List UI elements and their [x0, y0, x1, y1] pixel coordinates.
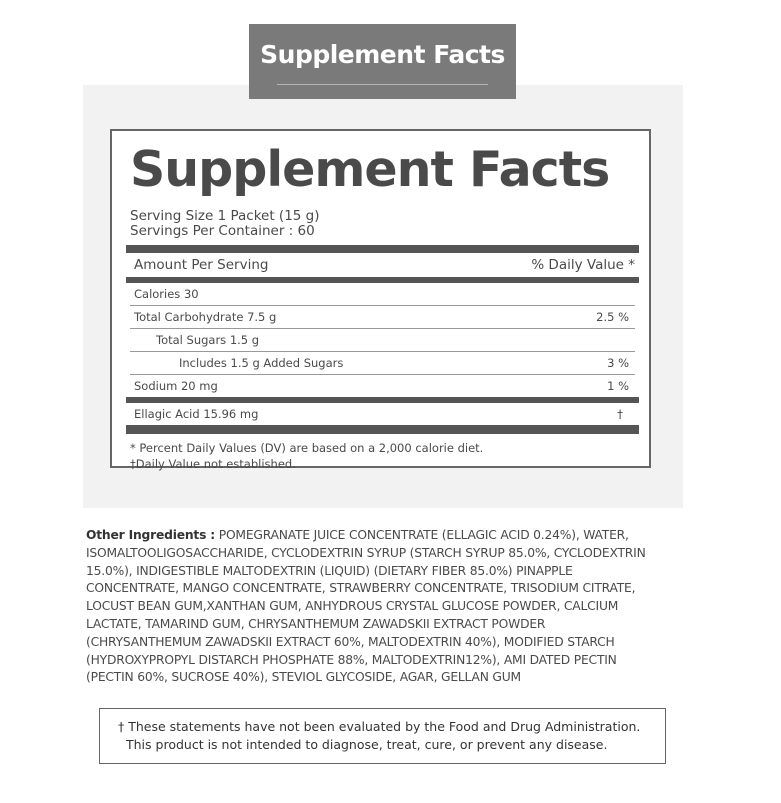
serving-size: Serving Size 1 Packet (15 g)	[130, 208, 320, 224]
daily-value-header: % Daily Value *	[531, 257, 635, 273]
divider	[126, 277, 639, 283]
header-title: Supplement Facts	[260, 40, 505, 69]
header-banner: Supplement Facts	[249, 24, 516, 99]
nutrient-row: Total Sugars 1.5 g	[130, 329, 635, 352]
divider	[126, 245, 639, 253]
disclaimer-line: This product is not intended to diagnose…	[126, 737, 608, 752]
divider	[126, 425, 639, 434]
nutrient-row: Includes 1.5 g Added Sugars 3 %	[130, 352, 635, 375]
disclaimer-line: † These statements have not been evaluat…	[118, 719, 641, 734]
supplement-facts-label: Supplement Facts Serving Size 1 Packet (…	[110, 129, 651, 471]
other-ingredients: Other Ingredients : POMEGRANATE JUICE CO…	[86, 527, 646, 687]
ellagic-acid-row: Ellagic Acid 15.96 mg †	[134, 407, 623, 421]
servings-per-container: Servings Per Container : 60	[130, 223, 315, 239]
footnote-dv: * Percent Daily Values (DV) are based on…	[130, 441, 484, 455]
divider	[126, 397, 639, 403]
ingredients-label: Other Ingredients :	[86, 528, 216, 542]
nutrient-row: Sodium 20 mg 1 %	[134, 379, 629, 393]
amount-per-serving: Amount Per Serving	[134, 257, 269, 273]
ingredients-text: POMEGRANATE JUICE CONCENTRATE (ELLAGIC A…	[86, 528, 646, 685]
label-title: Supplement Facts	[130, 141, 610, 198]
fda-disclaimer: † These statements have not been evaluat…	[99, 708, 666, 764]
header-underline	[277, 84, 488, 85]
nutrient-row: Calories 30	[130, 283, 635, 306]
footnote-dagger: †Daily Value not established.	[130, 457, 296, 471]
nutrient-row: Total Carbohydrate 7.5 g 2.5 %	[130, 306, 635, 329]
